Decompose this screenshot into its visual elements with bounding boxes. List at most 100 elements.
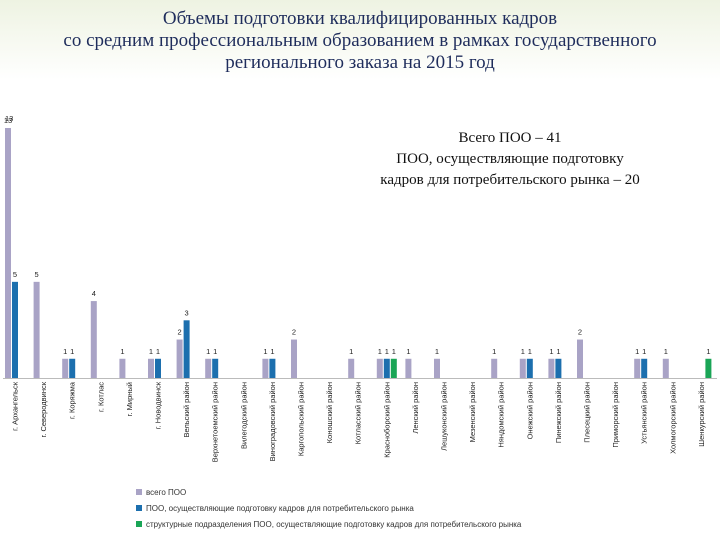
bar	[119, 358, 126, 378]
bar	[62, 358, 69, 378]
data-label: 1	[206, 347, 210, 356]
x-tick-label: Каргопольский район	[297, 382, 306, 456]
data-label: 1	[378, 347, 382, 356]
x-tick-label: Онежский район	[525, 382, 534, 439]
data-label: 1	[435, 347, 439, 356]
data-label: 1	[549, 347, 553, 356]
x-tick-label: г. Новодвинск	[154, 381, 163, 429]
x-tick-label: г. Котлас	[96, 382, 105, 412]
chart-legend: всего ПОО ПОО, осуществляющие подготовку …	[136, 484, 521, 532]
bar	[662, 358, 669, 378]
x-tick-label: Устьянский район	[640, 382, 649, 444]
title-line-2: со средним профессиональным образованием…	[63, 30, 657, 51]
x-tick-label: Виноградовский район	[268, 382, 277, 461]
data-label: 3	[185, 308, 189, 317]
chart-annotation: Всего ПОО – 41 ПОО, осуществляющие подго…	[340, 128, 680, 191]
x-tick-label: Красноборский район	[382, 382, 391, 458]
x-tick-label: Котласский район	[354, 382, 363, 444]
x-tick-label: Няндомский район	[497, 382, 506, 448]
bar	[269, 358, 276, 378]
legend-label: ПОО, осуществляющие подготовку кадров дл…	[146, 503, 414, 513]
bar	[405, 358, 412, 378]
x-tick-label: Верхнетоемский район	[211, 382, 220, 462]
bar	[348, 358, 355, 378]
x-tick-label: Лешуконский район	[440, 382, 449, 451]
bar	[491, 358, 498, 378]
x-tick-label: Ленский район	[411, 382, 420, 434]
bar	[434, 358, 440, 378]
bar	[212, 358, 219, 378]
bar	[90, 301, 97, 378]
bar	[155, 358, 161, 378]
bar	[176, 339, 183, 378]
bar	[33, 281, 40, 378]
data-label: 13	[4, 116, 12, 125]
legend-item: ПОО, осуществляющие подготовку кадров дл…	[136, 500, 521, 516]
bar	[205, 358, 212, 378]
bar	[526, 358, 533, 378]
data-label: 1	[642, 347, 646, 356]
data-label: 5	[35, 270, 39, 279]
note-line-3: кадров для потребительского рынка – 20	[380, 172, 640, 188]
note-line-1: Всего ПОО – 41	[458, 130, 562, 146]
data-label: 1	[528, 347, 532, 356]
legend-swatch	[136, 505, 142, 511]
title-line-3: регионального заказа на 2015 год	[225, 52, 495, 73]
data-label: 1	[492, 347, 496, 356]
bar	[519, 358, 526, 378]
data-label: 1	[149, 347, 153, 356]
x-tick-label: г. Коряжма	[68, 381, 77, 419]
x-tick-label: Вилегодский район	[239, 382, 248, 449]
x-tick-label: Коношский район	[325, 382, 334, 443]
data-label: 5	[13, 270, 17, 279]
data-label: 1	[664, 347, 668, 356]
data-label: 1	[706, 347, 710, 356]
legend-label: всего ПОО	[146, 487, 187, 497]
x-tick-label: г. Мирный	[125, 382, 134, 416]
data-label: 1	[120, 347, 124, 356]
legend-item: всего ПОО	[136, 484, 521, 500]
data-label: 2	[578, 328, 582, 337]
bar	[262, 358, 269, 378]
x-tick-label: Шенкурский район	[697, 382, 706, 447]
data-label: 1	[556, 347, 560, 356]
bar	[5, 128, 11, 378]
bar	[390, 358, 397, 378]
x-tick-label: Приморский район	[611, 382, 620, 448]
bar	[548, 358, 555, 378]
bar	[705, 358, 712, 378]
x-tick-label: г. Архангельск	[11, 381, 20, 431]
bar	[69, 358, 76, 378]
bar	[291, 339, 297, 378]
x-tick-label: Вельский район	[182, 382, 191, 438]
x-tick-label: г. Северодвинск	[39, 381, 48, 437]
bar	[148, 358, 154, 378]
data-label: 1	[70, 347, 74, 356]
bar	[634, 358, 641, 378]
data-label: 1	[521, 347, 525, 356]
bar	[183, 320, 190, 378]
data-label: 1	[156, 347, 160, 356]
data-label: 1	[349, 347, 353, 356]
data-label: 4	[92, 289, 96, 298]
data-label: 1	[406, 347, 410, 356]
bar	[555, 358, 562, 378]
bar	[383, 358, 390, 378]
data-label: 2	[178, 328, 182, 337]
data-label: 2	[292, 328, 296, 337]
legend-item: структурные подразделения ПОО, осуществл…	[136, 516, 521, 532]
bar	[376, 358, 383, 378]
x-tick-label: Плесецкий район	[583, 382, 592, 443]
data-label: 1	[385, 347, 389, 356]
x-tick-label: Пинежский район	[554, 382, 563, 443]
title-line-1: Объемы подготовки квалифицированных кадр…	[162, 8, 558, 29]
data-label: 1	[213, 347, 217, 356]
bar	[12, 281, 18, 378]
bar	[577, 339, 583, 378]
data-label: 1	[270, 347, 274, 356]
data-label: 1	[392, 347, 396, 356]
legend-label: структурные подразделения ПОО, осуществл…	[146, 519, 522, 529]
y-max-label: 13	[5, 114, 13, 123]
note-line-2: ПОО, осуществляющие подготовку	[396, 151, 624, 167]
